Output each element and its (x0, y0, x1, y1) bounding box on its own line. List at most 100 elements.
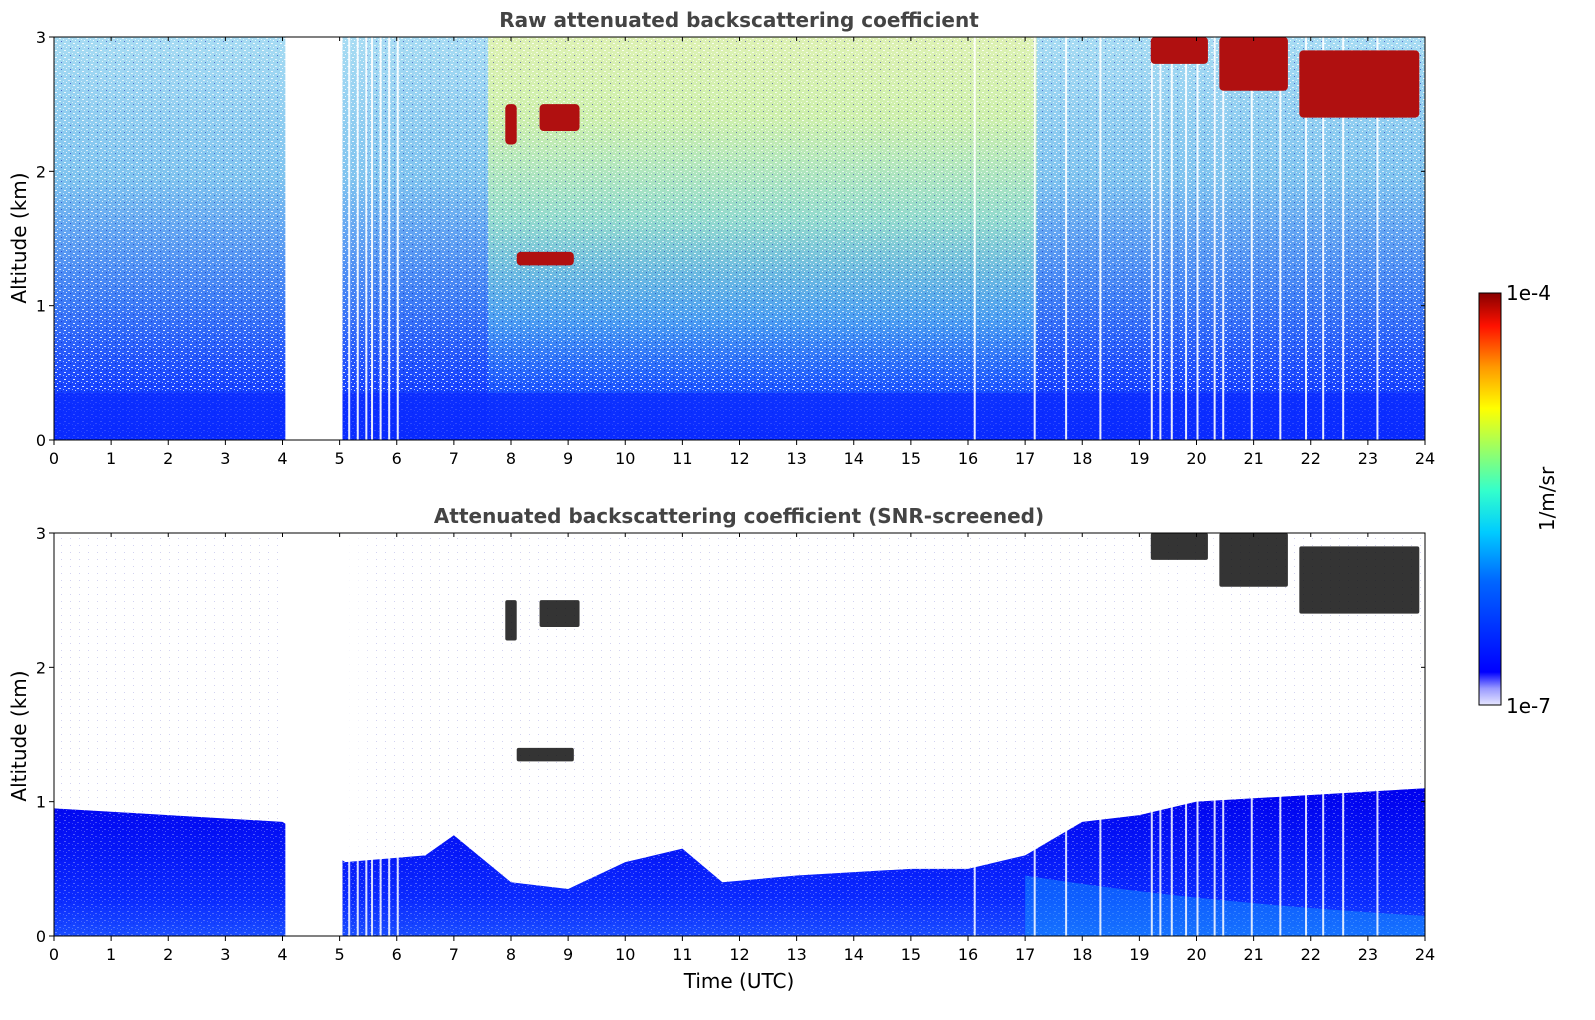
x-tick-label: 9 (563, 945, 573, 964)
cloud-layer (516, 251, 574, 266)
missing-profile (388, 37, 391, 440)
x-tick-label: 0 (49, 945, 59, 964)
missing-profile (1159, 37, 1162, 440)
top-panel-title: Raw attenuated backscattering coefficien… (499, 8, 979, 32)
x-tick-label: 8 (506, 449, 516, 468)
cloud-layer (1299, 546, 1420, 614)
raw-surface-band (54, 392, 1425, 440)
missing-profile (1150, 37, 1153, 440)
missing-profile (1196, 533, 1199, 936)
plot-area (54, 37, 1425, 440)
missing-profile (371, 533, 374, 936)
x-tick-label: 21 (1243, 945, 1263, 964)
missing-profile (1376, 37, 1379, 440)
missing-profile (1099, 533, 1102, 936)
cloud-layer (505, 104, 517, 145)
colorbar-gradient (1478, 292, 1502, 706)
y-tick-label: 1 (36, 793, 46, 812)
missing-profile (1222, 533, 1225, 936)
missing-profile (348, 533, 351, 936)
raw-noise-speckle (54, 37, 1425, 440)
colorbar-min-label: 1e-7 (1506, 694, 1551, 718)
missing-profile (1279, 533, 1282, 936)
x-tick-label: 13 (786, 449, 806, 468)
x-tick-label: 7 (449, 449, 459, 468)
x-tick-label: 12 (729, 449, 749, 468)
missing-profile (1279, 37, 1282, 440)
cloud-layer (1219, 37, 1288, 91)
x-tick-label: 2 (163, 449, 173, 468)
y-tick-label: 1 (36, 297, 46, 316)
plot-area (54, 533, 1425, 936)
x-tick-label: 15 (901, 945, 921, 964)
missing-profile (1065, 37, 1068, 440)
colorbar: 1e-4 1e-7 1/m/sr (1478, 281, 1559, 718)
missing-profile (1305, 37, 1308, 440)
x-tick-label: 8 (506, 945, 516, 964)
missing-profile (1159, 533, 1162, 936)
missing-profile (1342, 37, 1345, 440)
missing-profile (1376, 533, 1379, 936)
missing-profile (1222, 37, 1225, 440)
x-tick-label: 19 (1129, 449, 1149, 468)
y-tick-label: 3 (36, 28, 46, 47)
x-tick-label: 15 (901, 449, 921, 468)
missing-profile (973, 533, 976, 936)
bottom-panel: 0 1 2 3 4 5 6 7 8 9 10 11 12 13 14 15 16 17 18 19 20 21 22 23 24… (36, 524, 1435, 964)
data-gap (285, 37, 343, 440)
cloud-layer (1219, 533, 1288, 587)
missing-profile (973, 37, 976, 440)
bottom-y-axis-label: Altitude (km) (7, 670, 31, 801)
x-tick-label: 4 (277, 945, 287, 964)
missing-profile (1250, 37, 1253, 440)
data-gap (285, 533, 343, 936)
x-tick-label: 1 (106, 945, 116, 964)
x-tick-label: 5 (335, 945, 345, 964)
x-tick-label: 20 (1186, 945, 1206, 964)
screened-noise-speckle (54, 533, 1425, 936)
x-tick-label: 16 (958, 945, 978, 964)
cloud-layer (1150, 37, 1208, 64)
x-tick-label: 1 (106, 449, 116, 468)
cloud-layer (505, 600, 517, 641)
x-tick-label: 0 (49, 449, 59, 468)
x-tick-label: 4 (277, 449, 287, 468)
cloud-layer (539, 104, 580, 132)
y-tick-label: 0 (36, 431, 46, 450)
x-tick-label: 22 (1301, 449, 1321, 468)
missing-profile (1185, 533, 1188, 936)
cloud-layer (539, 600, 580, 628)
x-tick-label: 19 (1129, 945, 1149, 964)
x-tick-label: 16 (958, 449, 978, 468)
missing-profile (1150, 533, 1153, 936)
missing-profile (1342, 533, 1345, 936)
colorbar-max-label: 1e-4 (1506, 281, 1551, 305)
x-tick-label: 23 (1358, 945, 1378, 964)
x-tick-label: 9 (563, 449, 573, 468)
missing-profile (1213, 37, 1216, 440)
x-tick-label: 18 (1072, 945, 1092, 964)
y-tick-label: 2 (36, 658, 46, 677)
missing-profile (1305, 533, 1308, 936)
x-tick-label: 14 (844, 945, 864, 964)
x-tick-label: 21 (1243, 449, 1263, 468)
x-tick-label: 2 (163, 945, 173, 964)
y-tick-label: 2 (36, 162, 46, 181)
missing-profile (379, 37, 382, 440)
x-tick-label: 6 (392, 449, 402, 468)
x-tick-label: 11 (672, 449, 692, 468)
x-tick-label: 14 (844, 449, 864, 468)
x-tick-label: 3 (220, 449, 230, 468)
cloud-layer (1150, 533, 1208, 560)
missing-profile (396, 37, 399, 440)
x-tick-label: 5 (335, 449, 345, 468)
x-tick-label: 17 (1015, 945, 1035, 964)
top-y-axis-label: Altitude (km) (7, 172, 31, 303)
x-tick-label: 23 (1358, 449, 1378, 468)
missing-profile (388, 533, 391, 936)
colorbar-unit-label: 1/m/sr (1535, 466, 1559, 531)
x-tick-label: 24 (1415, 449, 1435, 468)
missing-profile (356, 37, 359, 440)
missing-profile (1033, 533, 1036, 936)
